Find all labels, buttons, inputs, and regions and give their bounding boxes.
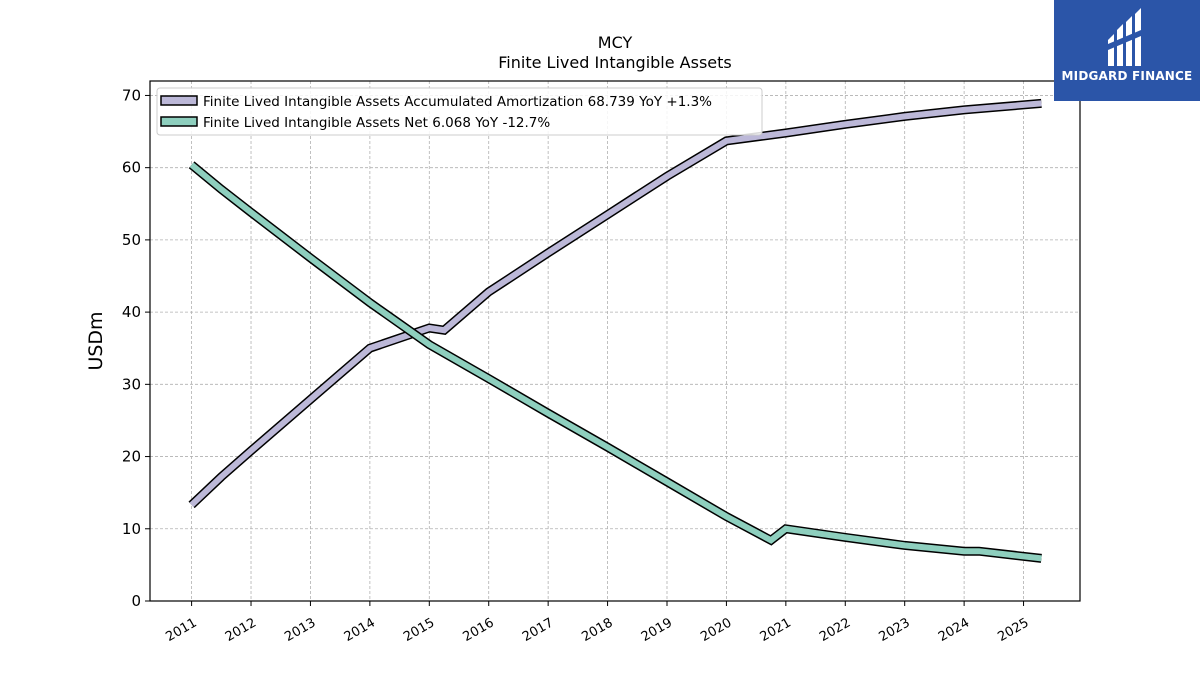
legend-label-1: Finite Lived Intangible Assets Net 6.068… bbox=[203, 115, 550, 131]
series-line-outline-0 bbox=[188, 98, 1042, 509]
x-tick-label: 2011 bbox=[163, 615, 199, 645]
legend-swatch-0 bbox=[160, 95, 198, 106]
chart-title: MCY bbox=[598, 33, 633, 52]
chart-subtitle: Finite Lived Intangible Assets bbox=[498, 53, 731, 72]
x-tick-label: 2022 bbox=[817, 615, 853, 645]
y-tick-label: 0 bbox=[131, 592, 141, 610]
x-tick-label: 2013 bbox=[282, 615, 318, 645]
logo-mark-icon bbox=[1108, 8, 1141, 66]
y-tick-label: 50 bbox=[122, 231, 141, 249]
x-tick-label: 2015 bbox=[401, 615, 437, 645]
y-tick-label: 20 bbox=[122, 448, 141, 466]
x-tick-label: 2018 bbox=[579, 615, 615, 645]
series-lines bbox=[188, 98, 1042, 563]
x-tick-label: 2019 bbox=[639, 615, 675, 645]
x-tick-label: 2017 bbox=[520, 615, 556, 645]
legend: Finite Lived Intangible Assets Accumulat… bbox=[156, 87, 763, 136]
y-axis-label: USDm bbox=[85, 311, 107, 370]
legend-swatch-1 bbox=[160, 116, 198, 127]
series-line-1 bbox=[189, 162, 1042, 562]
series-line-0 bbox=[189, 100, 1042, 508]
logo-text: MIDGARD FINANCE bbox=[1061, 69, 1193, 83]
axis-ticks: 0 10 20 30 40 50 60 70 2011 2012 2013 2014 2015 2016 2… bbox=[122, 86, 1032, 645]
y-tick-label: 70 bbox=[122, 86, 141, 104]
x-tick-label: 2012 bbox=[223, 615, 259, 645]
legend-label-0: Finite Lived Intangible Assets Accumulat… bbox=[203, 94, 712, 110]
x-tick-label: 2023 bbox=[877, 615, 913, 645]
y-tick-label: 10 bbox=[122, 520, 141, 538]
x-tick-label: 2024 bbox=[936, 615, 972, 645]
x-tick-label: 2014 bbox=[342, 615, 378, 645]
x-tick-label: 2016 bbox=[461, 615, 497, 645]
x-tick-label: 2025 bbox=[995, 615, 1031, 645]
grid bbox=[150, 81, 1080, 601]
legend-box bbox=[156, 87, 763, 136]
x-tick-label: 2021 bbox=[758, 615, 794, 645]
plot-frame bbox=[149, 80, 1081, 602]
y-tick-label: 30 bbox=[122, 375, 141, 393]
series-line-outline-1 bbox=[188, 161, 1042, 563]
x-tick-label: 2020 bbox=[698, 615, 734, 645]
y-tick-label: 40 bbox=[122, 303, 141, 321]
midgard-finance-logo: MIDGARD FINANCE bbox=[1054, 0, 1200, 101]
y-tick-label: 60 bbox=[122, 159, 141, 177]
